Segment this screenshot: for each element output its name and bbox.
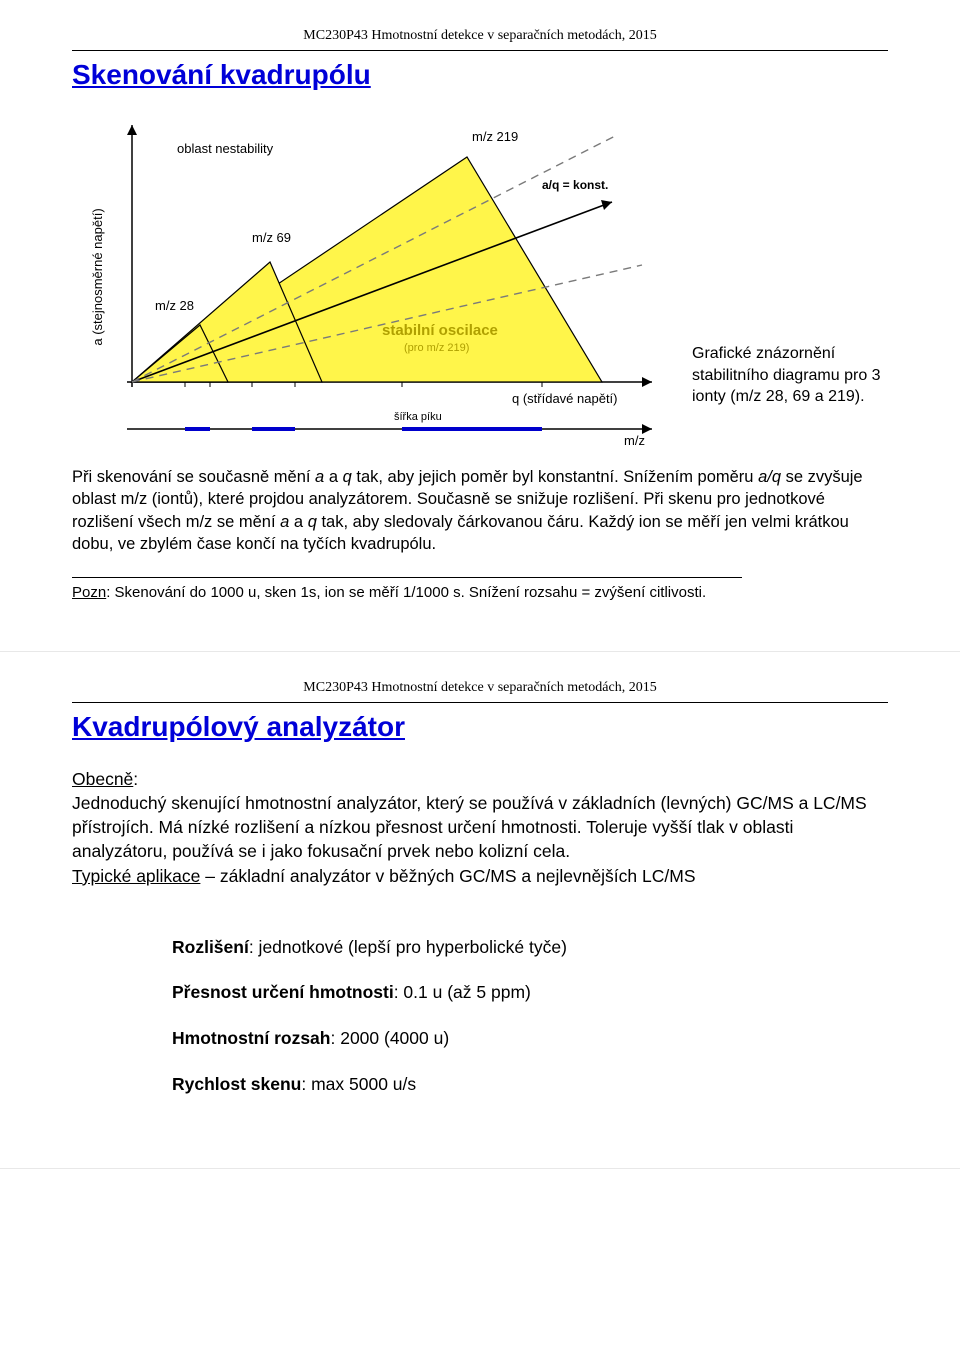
course-header-1: MC230P43 Hmotnostní detekce v separačníc… <box>72 0 888 50</box>
svg-text:m/z: m/z <box>624 433 645 447</box>
svg-text:stabilní oscilace: stabilní oscilace <box>382 322 498 339</box>
specs-list: Rozlišení: jednotkové (lepší pro hyperbo… <box>172 936 888 1097</box>
svg-text:m/z 219: m/z 219 <box>472 129 518 144</box>
chart-side-caption: Grafické znázornění stabilitního diagram… <box>692 343 887 452</box>
spec-mass-range: Hmotnostní rozsah: 2000 (4000 u) <box>172 1027 888 1051</box>
spec-scan-speed: Rychlost skenu: max 5000 u/s <box>172 1073 888 1097</box>
divider-1 <box>72 50 888 51</box>
slide-2: MC230P43 Hmotnostní detekce v separačníc… <box>0 652 960 1169</box>
obecne-line: Obecně: <box>72 767 888 791</box>
slide2-body: Obecně: Jednoduchý skenující hmotnostní … <box>72 767 888 888</box>
svg-text:a/q = konst.: a/q = konst. <box>542 178 608 192</box>
x-axis-label: q (střídavé napětí) <box>512 391 618 406</box>
slide-2-inner: MC230P43 Hmotnostní detekce v separačníc… <box>72 652 888 1168</box>
svg-text:(pro m/z 219): (pro m/z 219) <box>404 342 469 354</box>
slide-1-inner: MC230P43 Hmotnostní detekce v separačníc… <box>72 0 888 651</box>
y-axis-label: a (stejnosměrné napětí) <box>90 208 105 345</box>
svg-text:oblast nestability: oblast nestability <box>177 141 274 156</box>
title-2: Kvadrupólový analyzátor <box>72 711 888 743</box>
spec-resolution: Rozlišení: jednotkové (lepší pro hyperbo… <box>172 936 888 960</box>
note-divider <box>72 577 742 578</box>
note-text: Pozn: Skenování do 1000 u, sken 1s, ion … <box>72 584 888 601</box>
spec-accuracy: Přesnost určení hmotnosti: 0.1 u (až 5 p… <box>172 981 888 1005</box>
svg-text:m/z 28: m/z 28 <box>155 298 194 313</box>
note-block: Pozn: Skenování do 1000 u, sken 1s, ion … <box>72 577 888 601</box>
course-header-2: MC230P43 Hmotnostní detekce v separačníc… <box>72 652 888 702</box>
slide-1: MC230P43 Hmotnostní detekce v separačníc… <box>0 0 960 652</box>
slide1-body: Při skenování se současně mění a a q tak… <box>72 466 888 555</box>
divider-2 <box>72 702 888 703</box>
stability-diagram-svg: a (stejnosměrné napětí) q (střídavé napě… <box>72 107 672 447</box>
title-1: Skenování kvadrupólu <box>72 59 888 91</box>
slide2-p1: Jednoduchý skenující hmotnostní analyzát… <box>72 791 888 863</box>
chart-row: a (stejnosměrné napětí) q (střídavé napě… <box>72 107 888 452</box>
svg-text:šířka píku: šířka píku <box>394 411 442 423</box>
stability-diagram: a (stejnosměrné napětí) q (střídavé napě… <box>72 107 672 452</box>
slide2-p2: Typické aplikace – základní analyzátor v… <box>72 864 888 888</box>
svg-text:m/z 69: m/z 69 <box>252 230 291 245</box>
